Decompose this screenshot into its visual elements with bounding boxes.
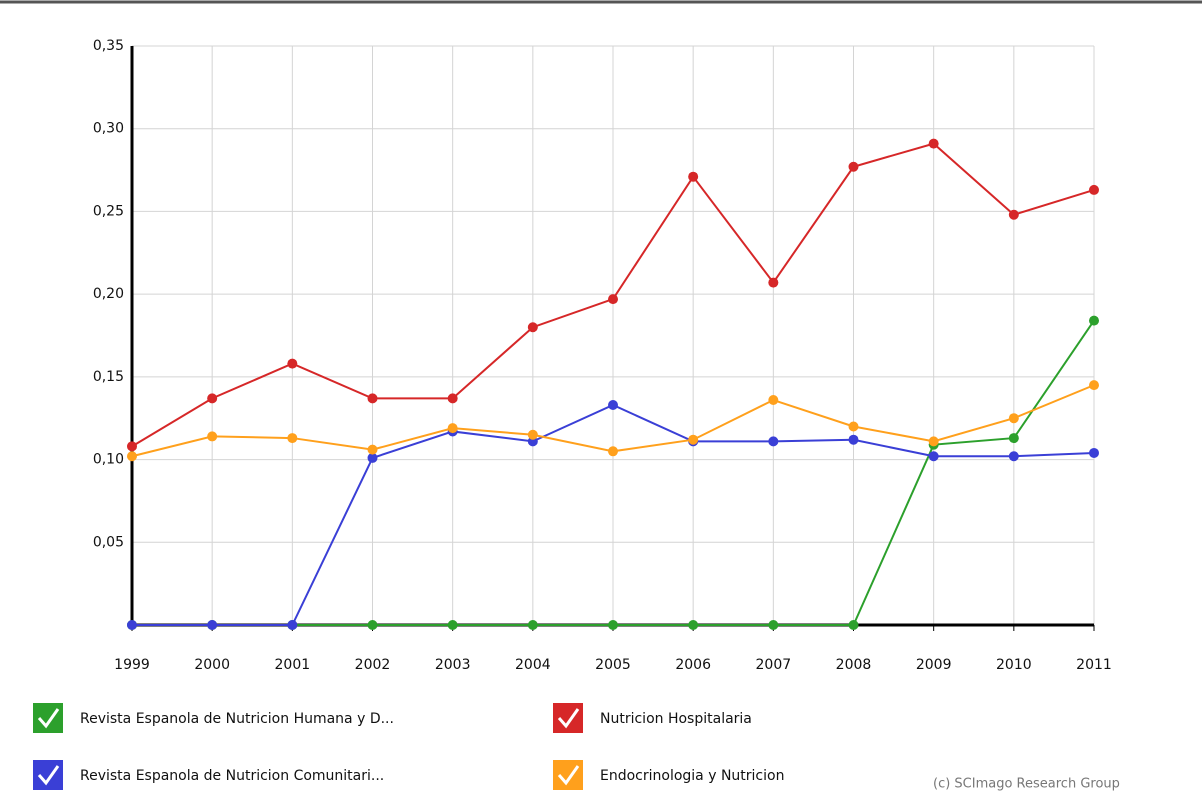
data-point [1008, 433, 1019, 444]
data-point [768, 395, 779, 406]
legend-checkbox [553, 703, 583, 733]
data-point [608, 446, 618, 457]
data-point [608, 399, 618, 410]
x-tick-label: 2011 [1076, 657, 1112, 673]
data-point [848, 161, 859, 172]
data-point [127, 441, 137, 452]
y-tick-label: 0,10 [93, 452, 124, 468]
data-point [608, 620, 618, 630]
data-point [367, 620, 378, 630]
legend-check [557, 765, 580, 786]
data-point [688, 171, 699, 182]
data-point [367, 452, 378, 463]
y-tick-label: 0,30 [93, 121, 124, 137]
data-point [1089, 315, 1099, 326]
data-point [527, 429, 538, 440]
data-point [367, 393, 378, 404]
data-point [928, 436, 939, 447]
copyright: (c) SCImago Research Group [933, 777, 1120, 792]
data-point [127, 620, 137, 630]
data-point [1008, 413, 1019, 424]
data-point [207, 620, 218, 630]
x-tick-label: 2010 [996, 657, 1032, 673]
data-point [928, 138, 939, 149]
data-point [527, 322, 538, 333]
x-tick-label: 2002 [355, 657, 391, 673]
x-tick-label: 2009 [916, 657, 952, 673]
x-tick-label: 2005 [595, 657, 631, 673]
data-point [207, 431, 218, 442]
data-point [447, 423, 458, 434]
x-tick-label: 2000 [194, 657, 230, 673]
data-point [768, 620, 779, 630]
data-point [527, 620, 538, 630]
data-point [287, 358, 298, 369]
legend-check [557, 708, 580, 729]
data-point [1089, 447, 1099, 458]
y-tick-label: 0,20 [93, 286, 124, 302]
legend-label: Revista Espanola de Nutricion Humana y D… [80, 711, 394, 727]
data-point [848, 421, 859, 432]
y-tick-label: 0,25 [93, 203, 124, 219]
data-point [447, 393, 458, 404]
y-tick-label: 0,15 [93, 369, 124, 385]
data-point [207, 393, 218, 404]
data-point [928, 451, 939, 462]
legend-check [37, 765, 60, 786]
data-point [688, 434, 699, 445]
legend-checkbox [553, 760, 583, 790]
legend-label: Endocrinologia y Nutricion [600, 768, 784, 784]
data-point [1089, 184, 1099, 195]
y-tick-label: 0,35 [93, 38, 124, 54]
data-point [1008, 209, 1019, 220]
legend-label: Nutricion Hospitalaria [600, 711, 752, 727]
data-point [127, 451, 137, 462]
x-tick-label: 2007 [756, 657, 792, 673]
x-tick-label: 2008 [836, 657, 872, 673]
legend-checkbox [33, 703, 63, 733]
x-tick-label: 1999 [114, 657, 150, 673]
data-point [447, 620, 458, 630]
x-tick-label: 2003 [435, 657, 471, 673]
data-point [367, 444, 378, 455]
data-point [848, 434, 859, 445]
data-point [768, 436, 779, 447]
legend-label: Revista Espanola de Nutricion Comunitari… [80, 768, 384, 784]
data-point [1089, 380, 1099, 391]
y-tick-label: 0,05 [93, 534, 124, 550]
data-point [688, 620, 699, 630]
legend-checkbox [33, 760, 63, 790]
x-tick-label: 2001 [275, 657, 311, 673]
data-point [1008, 451, 1019, 462]
legend-check [37, 708, 60, 729]
data-point [287, 433, 298, 444]
data-point [768, 277, 779, 288]
data-point [287, 620, 298, 630]
x-tick-label: 2006 [675, 657, 711, 673]
data-point [848, 620, 859, 630]
x-tick-label: 2004 [515, 657, 551, 673]
data-point [608, 294, 618, 305]
